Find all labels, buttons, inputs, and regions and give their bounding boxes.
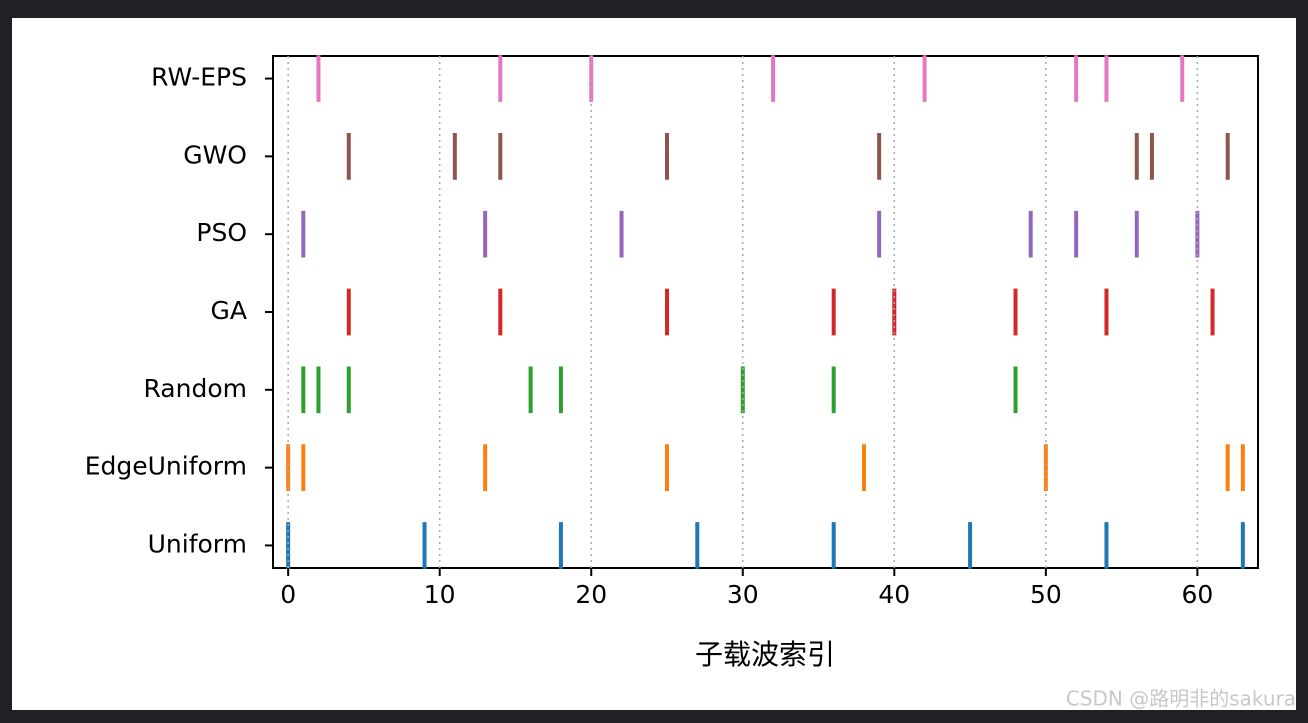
x-axis-label: 子载波索引 [695,638,835,671]
y-tick-label: RW-EPS [151,63,247,92]
y-tick-label: GA [211,296,247,325]
panel [12,18,1296,710]
x-tick-label: 40 [878,580,910,609]
y-tick-label: Uniform [148,529,247,558]
x-tick-label: 50 [1030,580,1062,609]
y-tick-label: Random [143,374,247,403]
x-tick-label: 60 [1181,580,1213,609]
y-tick-label: GWO [183,140,247,169]
watermark: CSDN @路明非的sakura [1066,687,1296,711]
x-tick-label: 0 [280,580,296,609]
y-tick-label: PSO [196,218,247,247]
x-tick-label: 30 [727,580,759,609]
x-tick-label: 10 [424,580,456,609]
y-tick-label: EdgeUniform [85,452,247,481]
x-tick-label: 20 [575,580,607,609]
